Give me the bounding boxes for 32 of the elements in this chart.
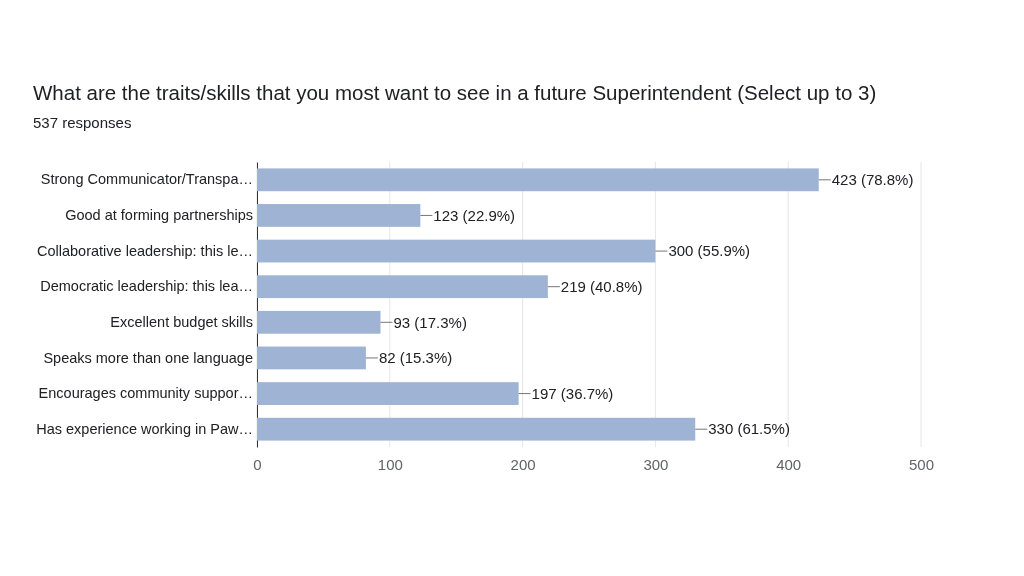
bar <box>257 239 656 263</box>
bar <box>257 275 548 299</box>
bar <box>257 417 696 441</box>
y-tick-label: Encourages community suppor… <box>38 385 253 402</box>
y-tick-label: Excellent budget skills <box>110 313 253 330</box>
data-label: 123 (22.9%) <box>433 206 516 224</box>
y-tick-label: Collaborative leadership: this le… <box>37 242 253 259</box>
x-tick-label: 100 <box>377 455 403 473</box>
x-tick-label: 400 <box>776 455 802 473</box>
y-tick-label: Speaks more than one language <box>43 349 253 366</box>
text: 537 responses <box>33 114 132 131</box>
data-label: 330 (61.5%) <box>708 420 790 438</box>
bar <box>257 346 366 370</box>
data-label: 423 (78.8%) <box>831 171 914 189</box>
data-label: 82 (15.3%) <box>378 349 453 367</box>
data-label: 300 (55.9%) <box>668 242 751 260</box>
x-tick-label: 300 <box>643 455 669 473</box>
data-label: 197 (36.7%) <box>531 384 614 402</box>
bar <box>257 204 421 227</box>
y-tick-label: Democratic leadership: this lea… <box>40 278 253 295</box>
y-tick-label: Has experience working in Paw… <box>36 420 253 437</box>
x-tick-label: 200 <box>510 455 536 473</box>
y-tick-label: Strong Communicator/Transpa… <box>40 171 253 188</box>
chart-title: What are the traits/skills that you most want to see in a future Superintendent (Select up to 3) <box>33 81 877 104</box>
data-label: 93 (17.3%) <box>393 313 467 331</box>
bar <box>257 382 519 405</box>
bar <box>257 310 381 334</box>
y-tick-label: Good at forming partnerships <box>65 207 253 224</box>
bar <box>257 168 819 192</box>
x-tick-label: 0 <box>253 455 262 473</box>
x-tick-label: 500 <box>908 455 935 473</box>
data-label: 219 (40.8%) <box>560 277 643 295</box>
